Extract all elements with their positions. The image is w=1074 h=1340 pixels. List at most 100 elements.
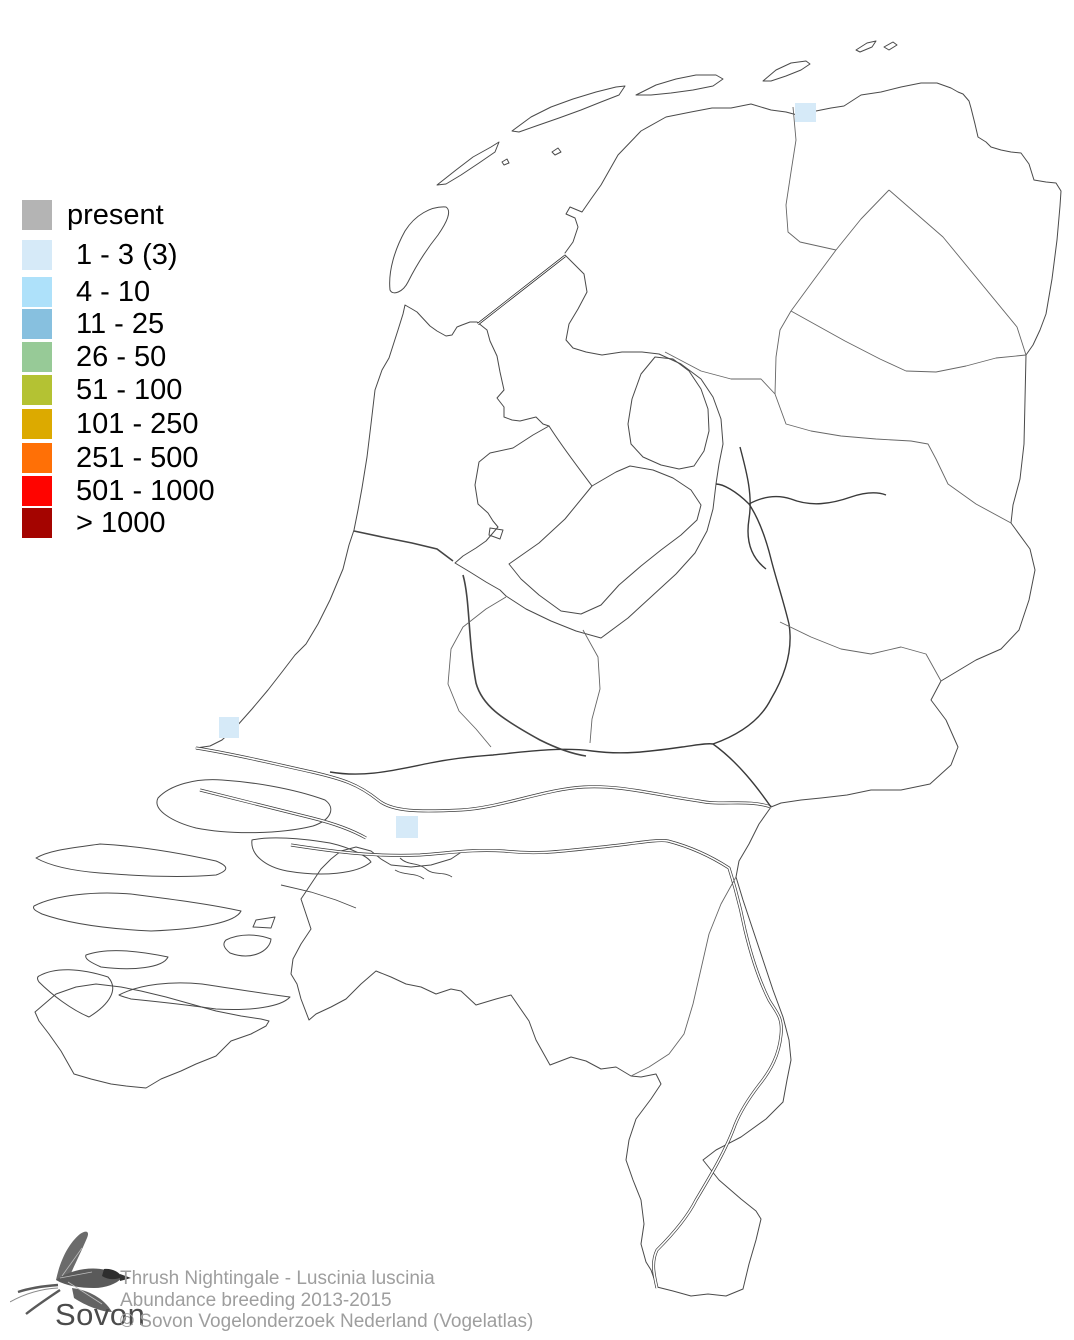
legend-swatch <box>22 443 52 473</box>
biesbosch-creeks-1 <box>399 857 453 878</box>
legend-label: 11 - 25 <box>76 308 165 340</box>
schiermonnikoog-island <box>762 60 811 82</box>
legend-label: present <box>67 199 164 231</box>
sovon-wordmark: Sovon <box>55 1297 146 1332</box>
legend-swatch <box>22 409 52 439</box>
noordzeekanaal <box>353 530 454 562</box>
border-friesland-overijssel <box>664 351 776 395</box>
zuid-beveland <box>118 982 291 1010</box>
legend-swatch <box>22 508 52 538</box>
coastline-layer <box>34 82 1062 1297</box>
border-drenthe-northeast <box>905 354 1027 373</box>
border-friesland-groningen <box>785 106 837 251</box>
polders-layer <box>477 255 710 615</box>
caption-species: Thrush Nightingale - Luscinia luscinia <box>120 1268 435 1289</box>
lek-nederrijn-river <box>329 743 772 808</box>
border-drenthe-overijssel <box>774 393 1012 524</box>
vecht-river <box>748 492 887 505</box>
marken-island <box>488 527 504 540</box>
legend-label: 51 - 100 <box>76 374 183 406</box>
border-overijssel-gelderland <box>779 621 942 682</box>
ijssel-river <box>712 483 791 745</box>
legend-label: 26 - 50 <box>76 341 167 373</box>
waal-river-inner <box>195 747 772 812</box>
rottum-islet-1 <box>855 40 877 53</box>
sint-philipsland <box>252 916 276 929</box>
islands-layer <box>389 40 898 294</box>
coastline-zeeuws-vlaanderen <box>34 983 270 1089</box>
rivers-layer <box>195 446 887 1289</box>
maas-river-inner <box>290 839 783 1289</box>
noordoostpolder <box>627 356 710 470</box>
border-utrecht-holland <box>447 596 507 748</box>
border-gelderland-utrecht <box>582 629 601 744</box>
vlieland-island <box>436 141 500 186</box>
biesbosch-creeks-2 <box>394 869 425 880</box>
legend-row: present <box>22 200 164 230</box>
borders-layer <box>447 106 1027 1077</box>
flevoland-polder <box>508 465 702 615</box>
caption-copyright: © Sovon Vogelonderzoek Nederland (Vogela… <box>120 1311 534 1332</box>
legend-label: 501 - 1000 <box>76 475 215 507</box>
legend-row: > 1000 <box>22 508 166 538</box>
waal-river <box>195 746 772 813</box>
voorne-putten <box>156 779 332 834</box>
sovon-logo <box>10 1231 131 1315</box>
legend-row: 51 - 100 <box>22 375 182 405</box>
volkerak-channel <box>280 884 357 909</box>
abundance-cell <box>396 816 418 838</box>
abundance-cell <box>219 717 239 738</box>
texel-island <box>389 206 450 294</box>
maas-river <box>290 839 783 1289</box>
legend-swatch <box>22 240 52 270</box>
caption-survey: Abundance breeding 2013-2015 <box>120 1289 392 1311</box>
border-groningen-city-link <box>835 189 890 251</box>
walcheren <box>37 969 114 1018</box>
legend-label: 251 - 500 <box>76 442 199 474</box>
coastline-friesland-ijsselmeer <box>564 254 660 356</box>
tholen <box>223 934 272 957</box>
goeree-overflakkee <box>35 843 227 877</box>
rottum-islet-2 <box>883 41 898 51</box>
border-brabant-limburg <box>630 876 737 1077</box>
coastline-north-east-south <box>290 82 1062 1297</box>
ameland-island <box>635 74 724 96</box>
legend-swatch <box>22 476 52 506</box>
griend-islet <box>551 147 562 156</box>
legend-swatch <box>22 342 52 372</box>
swallow-icon <box>10 1231 131 1315</box>
richel-islet <box>501 158 510 166</box>
legend-swatch <box>22 200 52 230</box>
border-drenthe-west <box>774 310 792 395</box>
border-semslinie <box>888 189 1027 356</box>
legend-swatch <box>22 309 52 339</box>
schouwen-duiveland <box>33 892 242 932</box>
legend-row: 501 - 1000 <box>22 476 215 506</box>
border-friesland-drenthe <box>790 249 837 312</box>
coastline-overijssel-oldland <box>658 353 724 485</box>
legend-label: > 1000 <box>76 507 166 539</box>
coastline-randmeren-oldland <box>505 483 717 639</box>
terschelling-island <box>511 85 626 133</box>
overijsselse-vecht <box>739 446 767 570</box>
hoeksche-waard <box>251 837 372 875</box>
map-caption: Thrush Nightingale - Luscinia luscinia A… <box>120 1268 533 1333</box>
legend-swatch <box>22 375 52 405</box>
abundance-cell <box>795 103 816 122</box>
afsluitdijk-inner <box>477 255 566 325</box>
legend: present 1 - 3 (3) 4 - 10 11 - 25 26 - 50 51 -… <box>0 0 330 560</box>
legend-row: 11 - 25 <box>22 309 164 339</box>
border-drenthe-north <box>790 310 907 372</box>
noord-beveland <box>85 950 169 970</box>
legend-swatch <box>22 277 52 307</box>
legend-label: 1 - 3 (3) <box>76 239 178 271</box>
coastline-west <box>195 304 550 749</box>
haringvliet-inner <box>199 789 367 839</box>
legend-row: 4 - 10 <box>22 277 150 307</box>
houtribdijk <box>548 425 593 487</box>
legend-label: 4 - 10 <box>76 276 151 308</box>
legend-row: 101 - 250 <box>22 409 199 439</box>
legend-row: 1 - 3 (3) <box>22 240 178 270</box>
zeeland-layer <box>33 779 453 1018</box>
